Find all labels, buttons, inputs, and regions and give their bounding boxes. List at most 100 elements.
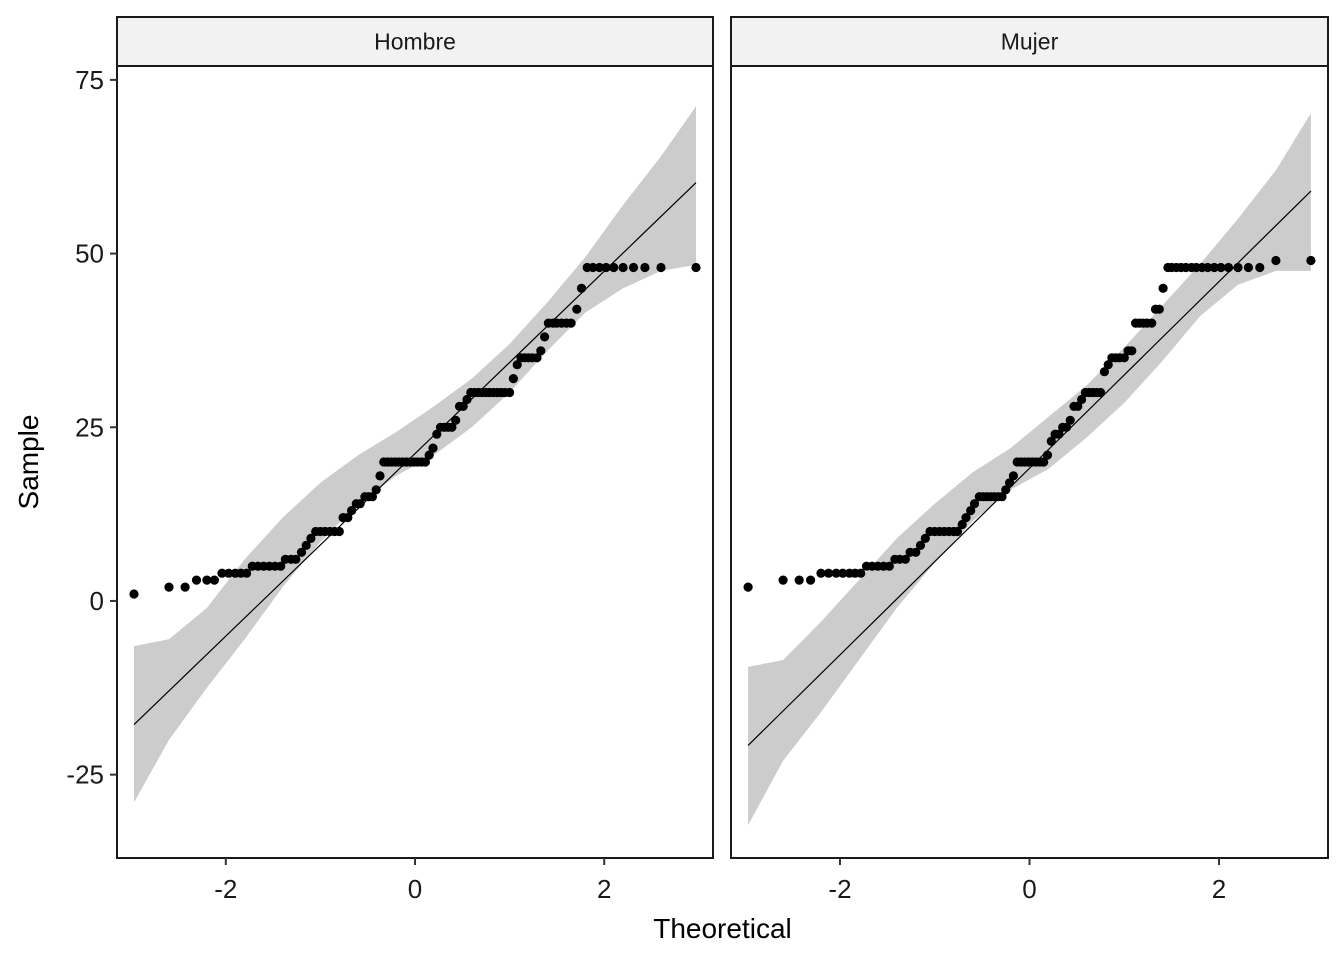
facet-strip-label: Hombre xyxy=(374,29,456,55)
data-point xyxy=(1209,262,1219,273)
reference-line xyxy=(133,182,697,726)
data-point xyxy=(1039,457,1049,467)
data-point xyxy=(640,262,650,273)
data-point xyxy=(884,561,894,571)
data-point xyxy=(572,304,582,314)
data-point xyxy=(180,582,190,592)
facet-strip-label: Mujer xyxy=(1001,29,1059,55)
data-point xyxy=(628,262,639,273)
data-point xyxy=(505,387,515,398)
data-point xyxy=(566,318,576,328)
data-point xyxy=(191,575,202,585)
data-point xyxy=(1065,415,1075,425)
data-point xyxy=(588,262,598,273)
data-point xyxy=(428,443,438,453)
y-tick-label: -25 xyxy=(66,760,104,790)
data-point xyxy=(1099,367,1109,377)
data-point xyxy=(1233,262,1243,273)
data-point xyxy=(447,422,457,432)
data-point xyxy=(129,589,139,599)
data-point xyxy=(334,526,344,537)
x-tick-label: 0 xyxy=(408,874,422,904)
x-tick-label: -2 xyxy=(214,874,237,904)
data-point xyxy=(778,575,788,585)
data-point xyxy=(1042,450,1053,460)
data-point xyxy=(1008,471,1019,481)
data-point xyxy=(375,471,385,481)
data-point xyxy=(794,575,804,585)
data-point xyxy=(997,492,1007,502)
data-point xyxy=(512,360,522,370)
data-point xyxy=(296,547,307,557)
data-points xyxy=(743,255,1316,592)
data-point xyxy=(1216,262,1226,273)
data-point xyxy=(1005,478,1015,488)
data-point xyxy=(1054,429,1064,439)
data-points xyxy=(129,262,701,599)
data-point xyxy=(969,499,980,509)
data-point xyxy=(911,547,921,557)
data-point xyxy=(1223,262,1234,273)
confidence-band xyxy=(748,113,1311,826)
data-point xyxy=(532,353,542,363)
data-point xyxy=(1203,262,1213,273)
data-point xyxy=(601,262,611,273)
data-point xyxy=(301,540,311,551)
data-point xyxy=(1103,360,1113,370)
data-point xyxy=(1096,387,1106,398)
data-point xyxy=(1001,485,1011,495)
data-point xyxy=(291,554,301,564)
x-tick-label: 0 xyxy=(1022,874,1036,904)
data-point xyxy=(952,526,963,537)
data-point xyxy=(462,394,472,405)
data-point xyxy=(966,506,976,516)
data-point xyxy=(831,568,841,578)
data-point xyxy=(838,568,848,578)
data-point xyxy=(961,513,971,523)
x-tick-label: 2 xyxy=(597,874,611,904)
data-point xyxy=(915,540,926,551)
data-point xyxy=(1147,318,1157,328)
data-point xyxy=(371,485,381,495)
data-point xyxy=(1255,262,1265,273)
data-point xyxy=(816,568,826,578)
data-point xyxy=(1154,304,1164,314)
x-tick-label: 2 xyxy=(1212,874,1226,904)
y-axis-title: Sample xyxy=(13,415,44,510)
data-point xyxy=(609,262,619,273)
data-point xyxy=(1271,255,1281,266)
data-point xyxy=(920,533,930,544)
data-point xyxy=(458,401,468,411)
data-point xyxy=(451,415,461,425)
data-point xyxy=(306,533,316,544)
x-axis-title: Theoretical xyxy=(653,913,792,944)
data-point xyxy=(424,450,434,460)
y-tick-label: 0 xyxy=(90,586,104,616)
x-tick-label: -2 xyxy=(828,874,851,904)
data-point xyxy=(508,374,518,384)
y-tick-label: 25 xyxy=(75,412,104,442)
data-point xyxy=(806,575,816,585)
data-point xyxy=(347,506,357,516)
data-point xyxy=(656,262,666,273)
data-point xyxy=(540,332,550,342)
data-point xyxy=(1158,283,1168,293)
data-point xyxy=(242,568,252,578)
y-tick-label: 75 xyxy=(75,65,104,95)
data-point xyxy=(355,499,365,509)
data-point xyxy=(1061,422,1072,432)
data-point xyxy=(209,575,219,585)
panel-hombre: Hombre -2 0 2 -25 0 25 50 75 xyxy=(66,16,714,904)
data-point xyxy=(1306,255,1316,266)
data-point xyxy=(276,561,286,571)
data-point xyxy=(900,554,911,564)
data-point xyxy=(594,262,605,273)
facet-strip xyxy=(116,16,714,67)
data-point xyxy=(957,519,967,530)
data-point xyxy=(1127,346,1137,356)
reference-line xyxy=(747,190,1312,746)
data-point xyxy=(691,262,701,273)
data-point xyxy=(1119,353,1129,363)
